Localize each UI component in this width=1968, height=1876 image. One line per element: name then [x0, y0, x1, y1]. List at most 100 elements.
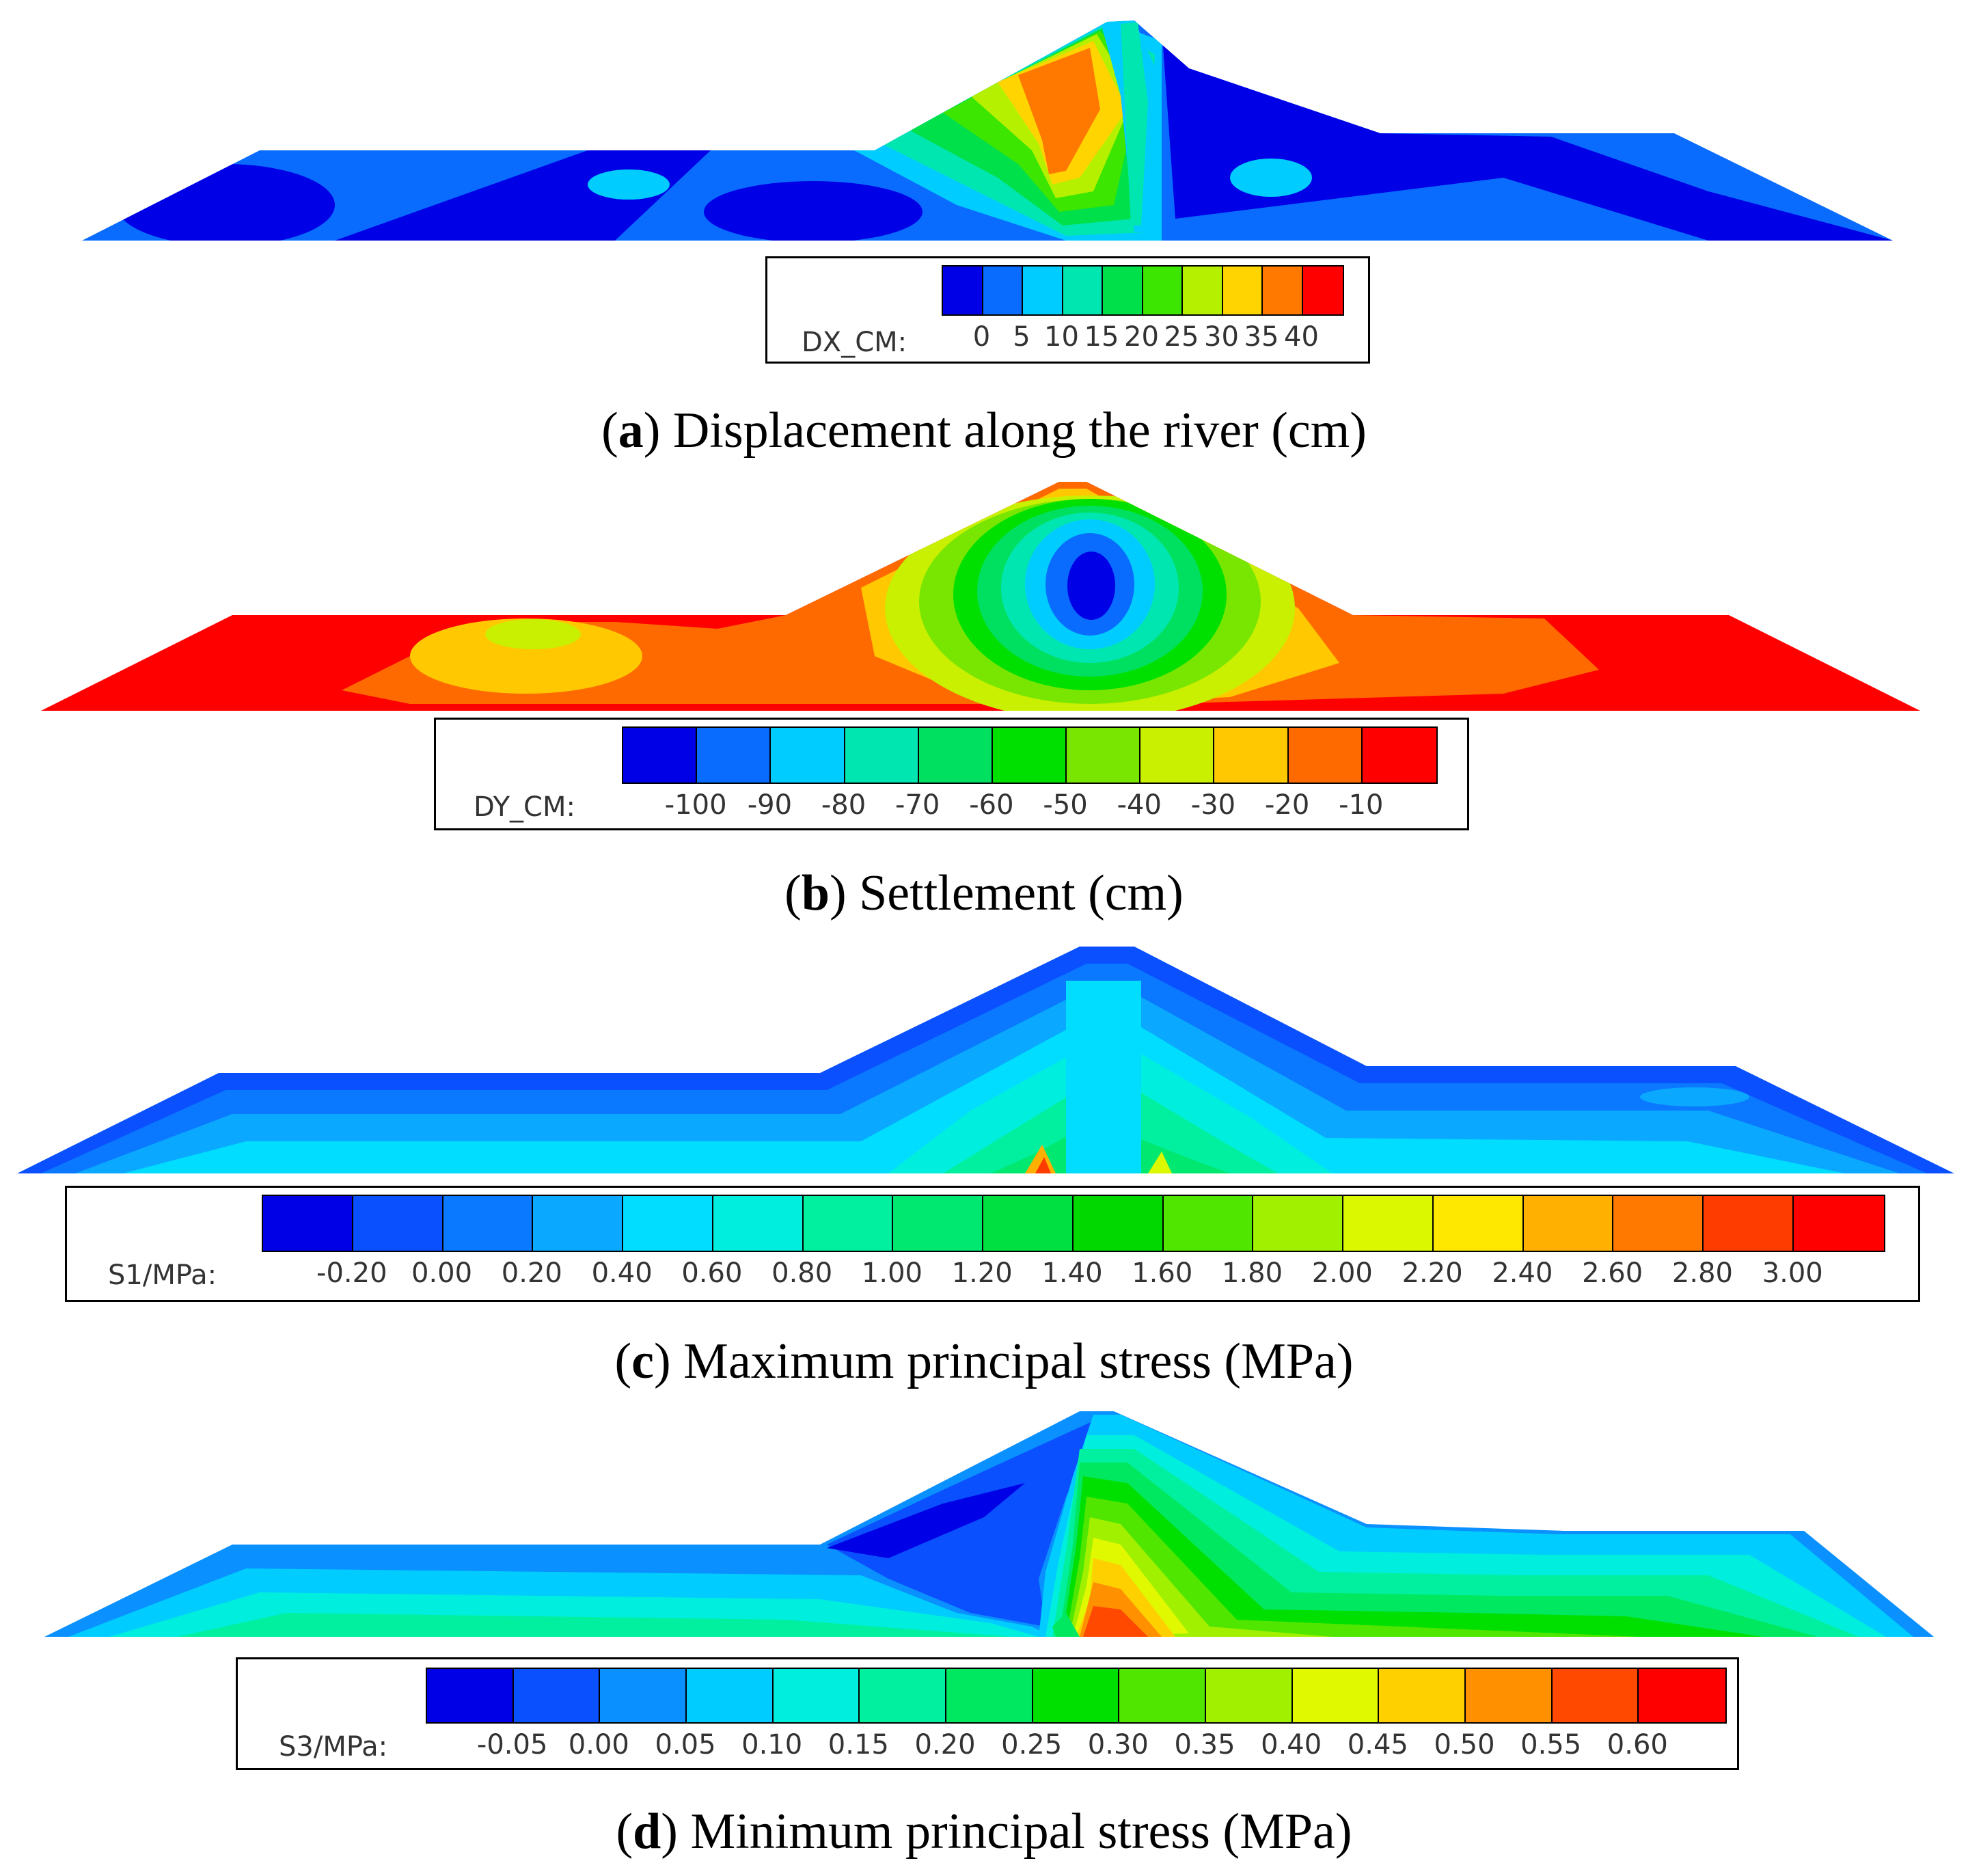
- colorbar-swatch: [713, 1196, 804, 1251]
- colorbar-tick-label: -20: [1264, 789, 1310, 821]
- colorbar-swatch: [1552, 1669, 1639, 1722]
- colorbar-swatch: [983, 1196, 1074, 1251]
- colorbar-tick-label: 15: [1084, 321, 1119, 353]
- colorbar-tick-label: 0.55: [1520, 1729, 1582, 1761]
- colorbar-swatch: [860, 1669, 946, 1722]
- colorbar-swatch: [1465, 1669, 1553, 1722]
- contour-plot-b: [41, 482, 1920, 711]
- colorbar-swatch: [1433, 1196, 1524, 1251]
- colorbar-tick-label: 0.15: [828, 1729, 889, 1761]
- contour-plot-c: [17, 947, 1954, 1173]
- colorbar-swatch: [983, 267, 1023, 314]
- colorbar-swatch: [1103, 267, 1143, 314]
- colorbar-swatch: [771, 728, 845, 783]
- colorbar-swatch: [992, 728, 1067, 783]
- colorbar-swatch: [1067, 728, 1141, 783]
- colorbar-swatch: [1063, 267, 1103, 314]
- colorbar-swatch: [1222, 267, 1263, 314]
- colorbar-swatch: [1205, 1669, 1293, 1722]
- colorbar-tick-label: -0.20: [316, 1258, 387, 1289]
- colorbar-swatch: [1119, 1669, 1206, 1722]
- colorbar-tick-label: 0.20: [501, 1258, 562, 1289]
- colorbar-tick-label: 2.20: [1402, 1258, 1463, 1289]
- colorbar-tick-label: 0.35: [1174, 1729, 1235, 1761]
- colorbar-tick-label: -80: [821, 789, 866, 821]
- colorbar-swatch: [1704, 1196, 1794, 1251]
- colorbar-swatch: [1253, 1196, 1344, 1251]
- colorbar-swatch: [1023, 267, 1063, 314]
- colorbar-swatch: [1183, 267, 1223, 314]
- colorbar-tick-label: 1.20: [951, 1258, 1013, 1289]
- colorbar-tick-label: 0.00: [411, 1258, 473, 1289]
- caption-d: (d) Minimum principal stress (MPa): [616, 1804, 1352, 1860]
- colorbar-c: [262, 1195, 1885, 1252]
- colorbar-tick-label: 35: [1244, 321, 1279, 353]
- colorbar-swatch: [1292, 1669, 1380, 1722]
- colorbar-swatch: [623, 1196, 713, 1251]
- colorbar-swatch: [1263, 267, 1303, 314]
- colorbar-swatch: [1073, 1196, 1164, 1251]
- colorbar-tick-label: -60: [969, 789, 1014, 821]
- colorbar-swatch: [918, 728, 993, 783]
- colorbar-tick-label: -100: [664, 789, 727, 821]
- colorbar-tick-label: 0.40: [1261, 1729, 1322, 1761]
- colorbar-swatch: [1302, 267, 1343, 314]
- contour-plot-d: [44, 1411, 1934, 1637]
- colorbar-swatch: [1523, 1196, 1614, 1251]
- colorbar-tick-label: 2.60: [1582, 1258, 1643, 1289]
- colorbar-tick-label: 0.20: [914, 1729, 976, 1761]
- legend-label-b: DY_CM:: [474, 791, 575, 823]
- colorbar-swatch: [1343, 1196, 1434, 1251]
- colorbar-tick-label: -30: [1190, 789, 1236, 821]
- legend-a: DX_CM: 0 5 10 15 20 25 30 35 40: [765, 256, 1370, 364]
- colorbar-d: [426, 1668, 1727, 1724]
- colorbar-tick-label: -10: [1339, 789, 1384, 821]
- colorbar-tick-label: 0.60: [681, 1258, 743, 1289]
- panel-b: DY_CM: -100 -90 -80 -70 -60 -50 -40 -30 -20 -10 (…: [0, 472, 1968, 940]
- colorbar-tick-label: -50: [1043, 789, 1088, 821]
- colorbar-swatch: [845, 728, 919, 783]
- colorbar-swatch: [1639, 1669, 1725, 1722]
- colorbar-swatch: [1613, 1196, 1704, 1251]
- colorbar-swatch: [1794, 1196, 1884, 1251]
- colorbar-tick-label: 10: [1044, 321, 1079, 353]
- colorbar-tick-label: 20: [1124, 321, 1159, 353]
- colorbar-tick-label: 1.40: [1041, 1258, 1103, 1289]
- colorbar-tick-label: 40: [1284, 321, 1319, 353]
- colorbar-tick-label: 1.80: [1222, 1258, 1283, 1289]
- contour-plot-a: [82, 21, 1893, 241]
- colorbar-tick-label: 2.80: [1671, 1258, 1733, 1289]
- colorbar-tick-label: 0.00: [568, 1729, 629, 1761]
- colorbar-swatch: [697, 728, 771, 783]
- panel-c: S1/MPa: -0.20 0.00 0.20 0.40 0.60 0.80 1.00 1.2…: [0, 940, 1968, 1418]
- colorbar-swatch: [623, 728, 698, 783]
- colorbar-tick-label: 3.00: [1762, 1258, 1823, 1289]
- colorbar-swatch: [1033, 1669, 1120, 1722]
- caption-b: (b) Settlement (cm): [784, 865, 1184, 921]
- legend-label-d: S3/MPa:: [279, 1731, 388, 1763]
- panel-a: DX_CM: 0 5 10 15 20 25 30 35 40 (a) Displacement…: [0, 0, 1968, 472]
- colorbar-tick-label: 0.10: [741, 1729, 803, 1761]
- colorbar-tick-label: 0.45: [1347, 1729, 1408, 1761]
- legend-label-a: DX_CM:: [802, 327, 907, 358]
- colorbar-tick-label: 0.80: [771, 1258, 833, 1289]
- colorbar-tick-label: 0.50: [1434, 1729, 1495, 1761]
- colorbar-swatch: [263, 1196, 353, 1251]
- colorbar-b: [622, 726, 1438, 784]
- colorbar-swatch: [1214, 728, 1289, 783]
- colorbar-tick-label: 2.40: [1492, 1258, 1553, 1289]
- colorbar-tick-label: -0.05: [476, 1729, 548, 1761]
- colorbar-tick-label: 25: [1164, 321, 1199, 353]
- colorbar-swatch: [427, 1669, 514, 1722]
- colorbar-swatch: [353, 1196, 443, 1251]
- legend-d: S3/MPa: -0.05 0.00 0.05 0.10 0.15 0.20 0.25 0.3…: [236, 1657, 1739, 1770]
- colorbar-tick-label: 5: [1013, 321, 1030, 353]
- colorbar-tick-label: 0.30: [1087, 1729, 1149, 1761]
- colorbar-tick-label: 2.00: [1311, 1258, 1373, 1289]
- colorbar-tick-label: 1.00: [861, 1258, 922, 1289]
- colorbar-swatch: [946, 1669, 1033, 1722]
- colorbar-swatch: [1288, 728, 1363, 783]
- colorbar-tick-label: 0.25: [1001, 1729, 1063, 1761]
- colorbar-tick-label: -90: [747, 789, 793, 821]
- colorbar-tick-label: 0.05: [655, 1729, 716, 1761]
